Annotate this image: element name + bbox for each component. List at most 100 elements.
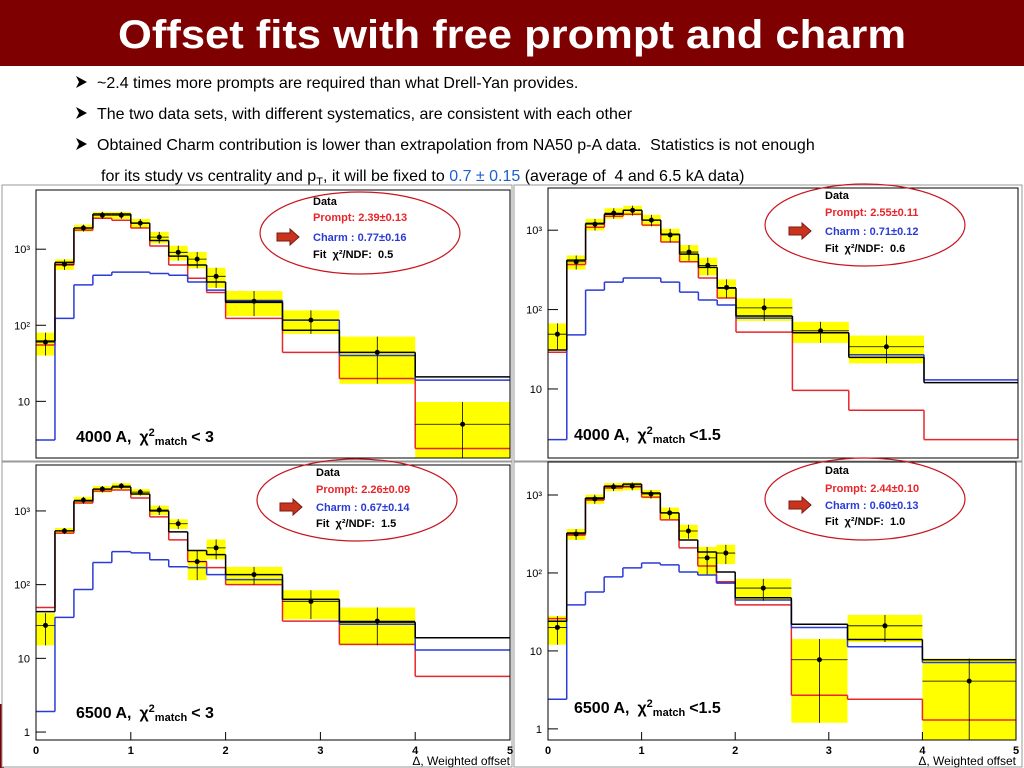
y-tick-label: 10 (18, 653, 30, 665)
data-point (251, 572, 257, 578)
data-point (194, 559, 200, 565)
x-tick-label: 0 (545, 745, 551, 757)
annotation-sup: 2 (149, 703, 155, 715)
data-point (118, 212, 124, 218)
annotation: 4000 A, χ2match <1.5 (574, 425, 721, 446)
data-point (175, 521, 181, 527)
x-axis-label: Δ, Weighted offset (412, 754, 510, 768)
annotation-chi: χ (637, 427, 647, 444)
legend-ellipse (256, 458, 458, 542)
data-point (816, 657, 822, 663)
bullet: The two data sets, with different system… (97, 106, 633, 123)
data-point (213, 273, 219, 279)
data-point (611, 484, 617, 490)
data-point (629, 483, 635, 489)
annotation-sub: match (653, 707, 686, 719)
x-tick-label: 4 (412, 745, 419, 757)
bullet-marker (76, 138, 87, 150)
y-tick-label: 10³ (526, 490, 542, 502)
annotation-sup: 2 (647, 425, 653, 437)
data-point (705, 262, 711, 268)
bullet: ~2.4 times more prompts are required tha… (97, 75, 578, 92)
x-tick-label: 0 (33, 745, 39, 757)
x-tick-label: 5 (1013, 745, 1019, 757)
data-point (137, 489, 143, 495)
data-point (818, 328, 824, 334)
annotation: 6500 A, χ2match <1.5 (574, 698, 721, 719)
slide-title: Offset fits with free prompt and charm (118, 13, 906, 57)
bullet-markers (76, 76, 87, 150)
subscript: T (316, 176, 323, 188)
annotation-current: 4000 A, (574, 427, 629, 444)
data-point (667, 232, 673, 238)
fit-quality: Fit χ²/NDF: 1.5 (316, 518, 396, 530)
y-tick-label: 10² (14, 580, 30, 592)
fit-quality: Fit χ²/NDF: 0.5 (313, 249, 393, 261)
annotation-current: 6500 A, (574, 700, 629, 717)
x-tick-label: 3 (826, 745, 832, 757)
data-point (251, 298, 257, 304)
data-point (704, 555, 710, 561)
text: for its study vs centrality and p (101, 168, 316, 185)
data-point (460, 421, 466, 427)
data-point (611, 210, 617, 216)
plot-frame (35, 464, 511, 741)
legend-entry: Charm : 0.67±0.14 (316, 502, 410, 514)
annotation: 4000 A, χ2match < 3 (76, 427, 214, 448)
x-tick-label: 2 (223, 745, 229, 757)
bullet-marker (76, 76, 87, 88)
data-point (61, 261, 67, 267)
data-point (883, 344, 889, 350)
legend-arrow (788, 495, 812, 515)
data-point (685, 528, 691, 534)
plot-area (548, 205, 1018, 441)
data-point (99, 486, 105, 492)
legend-entry: Prompt: 2.26±0.09 (316, 484, 410, 496)
data-point (42, 622, 48, 628)
legend-arrow (788, 221, 812, 241)
y-tick-label: 10 (530, 646, 542, 658)
data-point (592, 496, 598, 502)
annotation-sub: match (155, 436, 188, 448)
legend-arrow (276, 227, 300, 247)
highlight: 0.7 ± 0.15 (449, 168, 520, 185)
y-tick-label: 10 (530, 384, 542, 396)
annotation-chi: χ (637, 700, 647, 717)
legend-ellipse (259, 191, 461, 275)
x-tick-label: 4 (919, 745, 926, 757)
legend-entry: Data (825, 190, 850, 202)
annotation-cut: <1.5 (689, 427, 721, 444)
annotation-current: 4000 A, (76, 429, 131, 446)
annotation-chi: χ (139, 429, 149, 446)
text: (average of 4 and 6.5 kA data) (520, 168, 744, 185)
data-point (80, 225, 86, 231)
data-point (99, 212, 105, 218)
legend-entry: Prompt: 2.55±0.11 (825, 207, 918, 219)
bullet-marker (76, 107, 87, 119)
annotation-cut: <1.5 (689, 700, 721, 717)
plot-frame (547, 461, 1017, 741)
data-point (554, 624, 560, 630)
panel-frame (513, 184, 1023, 462)
x-tick-label: 5 (507, 745, 513, 757)
data-point (648, 217, 654, 223)
plot-area (36, 211, 510, 458)
data-point (573, 259, 579, 265)
text: , it will be fixed to (323, 168, 449, 185)
data-point (724, 284, 730, 290)
legend-entry: Charm : 0.77±0.16 (313, 232, 406, 244)
data-point (761, 305, 767, 311)
data-point (374, 618, 380, 624)
y-tick-label: 10³ (526, 225, 542, 237)
data-point (118, 483, 124, 489)
x-tick-label: 1 (128, 745, 134, 757)
data-point (374, 349, 380, 355)
data-point (80, 497, 86, 503)
data-point (308, 317, 314, 323)
annotation-sup: 2 (647, 698, 653, 710)
bullet: Obtained Charm contribution is lower tha… (97, 137, 815, 154)
data-point (966, 678, 972, 684)
legend-entry: Charm : 0.71±0.12 (825, 226, 918, 238)
x-tick-label: 1 (639, 745, 645, 757)
y-tick-label: 10² (526, 305, 542, 317)
